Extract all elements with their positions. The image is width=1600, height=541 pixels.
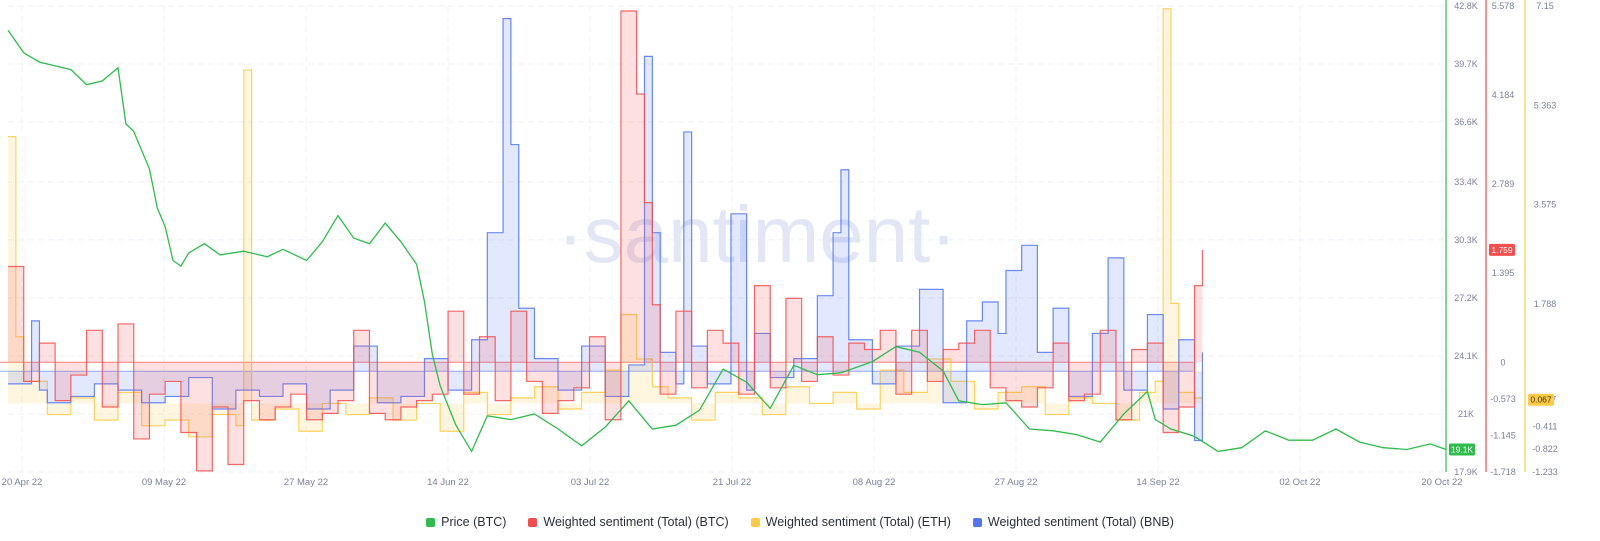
price-tick-label: 30.3K (1454, 235, 1478, 245)
legend-item-eth[interactable]: Weighted sentiment (Total) (ETH) (750, 515, 951, 529)
legend-swatch (972, 517, 982, 527)
btc-tick-label: -1.145 (1490, 430, 1516, 440)
eth-sentiment-area (8, 8, 1203, 437)
price-tick-label: 27.2K (1454, 293, 1478, 303)
btc-tick-label: 0 (1500, 357, 1505, 367)
eth-tick-label: 7.15 (1536, 1, 1554, 11)
x-tick-label: 14 Jun 22 (427, 477, 469, 488)
price-tick-label: 33.4K (1454, 177, 1478, 187)
legend-swatch (528, 517, 538, 527)
x-tick-label: 27 May 22 (284, 477, 328, 488)
eth-tick-label: -1.233 (1532, 467, 1558, 477)
btc-sentiment-line (8, 10, 1203, 472)
x-tick-label: 02 Oct 22 (1279, 477, 1320, 488)
legend-item-price[interactable]: Price (BTC) (426, 515, 506, 529)
legend-item-bnb[interactable]: Weighted sentiment (Total) (BNB) (972, 515, 1174, 529)
price-tick-label: 39.7K (1454, 59, 1478, 69)
eth-tick-label: -0.411 (1533, 421, 1558, 431)
btc-tick-label: -1.718 (1490, 467, 1516, 477)
x-tick-label: 20 Apr 22 (2, 477, 43, 488)
btc-tick-label: 2.789 (1492, 179, 1515, 189)
x-tick-label: 08 Aug 22 (853, 477, 896, 488)
series-layer (7, 8, 1447, 472)
eth-last-value-badge (1528, 393, 1554, 406)
x-tick-label: 20 Oct 22 (1421, 477, 1462, 488)
grid (0, 5, 1446, 473)
price-last-value-badge (1449, 443, 1475, 456)
price-tick-label: 17.9K (1454, 467, 1478, 477)
btc-last-value-badge (1489, 243, 1515, 256)
x-tick-label: 03 Jul 22 (571, 477, 610, 488)
x-tick-label: 21 Jul 22 (713, 477, 752, 488)
price-tick-label: 42.8K (1454, 1, 1478, 11)
x-tick-label: 14 Sep 22 (1136, 477, 1179, 488)
btc-tick-label: -0.573 (1490, 394, 1516, 404)
legend-label: Weighted sentiment (Total) (BNB) (987, 515, 1174, 529)
eth-tick-label: 3.575 (1534, 200, 1557, 210)
eth-last-value-label: 0.067 (1530, 395, 1552, 405)
chart-canvas: ·santiment· 20 Apr 22 09 May 22 27 May 22 1… (0, 0, 1558, 488)
legend-label: Price (BTC) (441, 515, 507, 529)
eth-tick-label: 1.788 (1534, 299, 1557, 309)
legend-label: Weighted sentiment (Total) (BTC) (543, 515, 729, 529)
eth-tick-label: 5.363 (1534, 100, 1557, 110)
price-tick-label: 24.1K (1454, 351, 1478, 361)
x-tick-label: 27 Aug 22 (995, 477, 1038, 488)
btc-tick-label: 4.184 (1492, 90, 1515, 100)
axes: 20 Apr 22 09 May 22 27 May 22 14 Jun 22 03 J… (2, 0, 1558, 488)
legend-swatch (750, 517, 760, 527)
btc-tick-label: 5.578 (1492, 1, 1515, 11)
eth-tick-label: -0.822 (1532, 444, 1558, 454)
price-tick-label: 36.6K (1454, 117, 1478, 127)
legend-swatch (426, 517, 436, 527)
btc-tick-label: 1.395 (1492, 268, 1515, 278)
santiment-watermark: ·santiment· (557, 190, 957, 279)
btc-last-value-label: 1.759 (1491, 245, 1513, 255)
legend-item-btc[interactable]: Weighted sentiment (Total) (BTC) (528, 515, 729, 529)
price-tick-label: 21K (1458, 409, 1474, 419)
price-last-value-label: 19.1K (1451, 445, 1474, 455)
legend: Price (BTC) Weighted sentiment (Total) (B… (0, 511, 1600, 533)
legend-label: Weighted sentiment (Total) (ETH) (765, 515, 951, 529)
x-tick-label: 09 May 22 (142, 477, 186, 488)
price-btc-line (7, 29, 1447, 453)
